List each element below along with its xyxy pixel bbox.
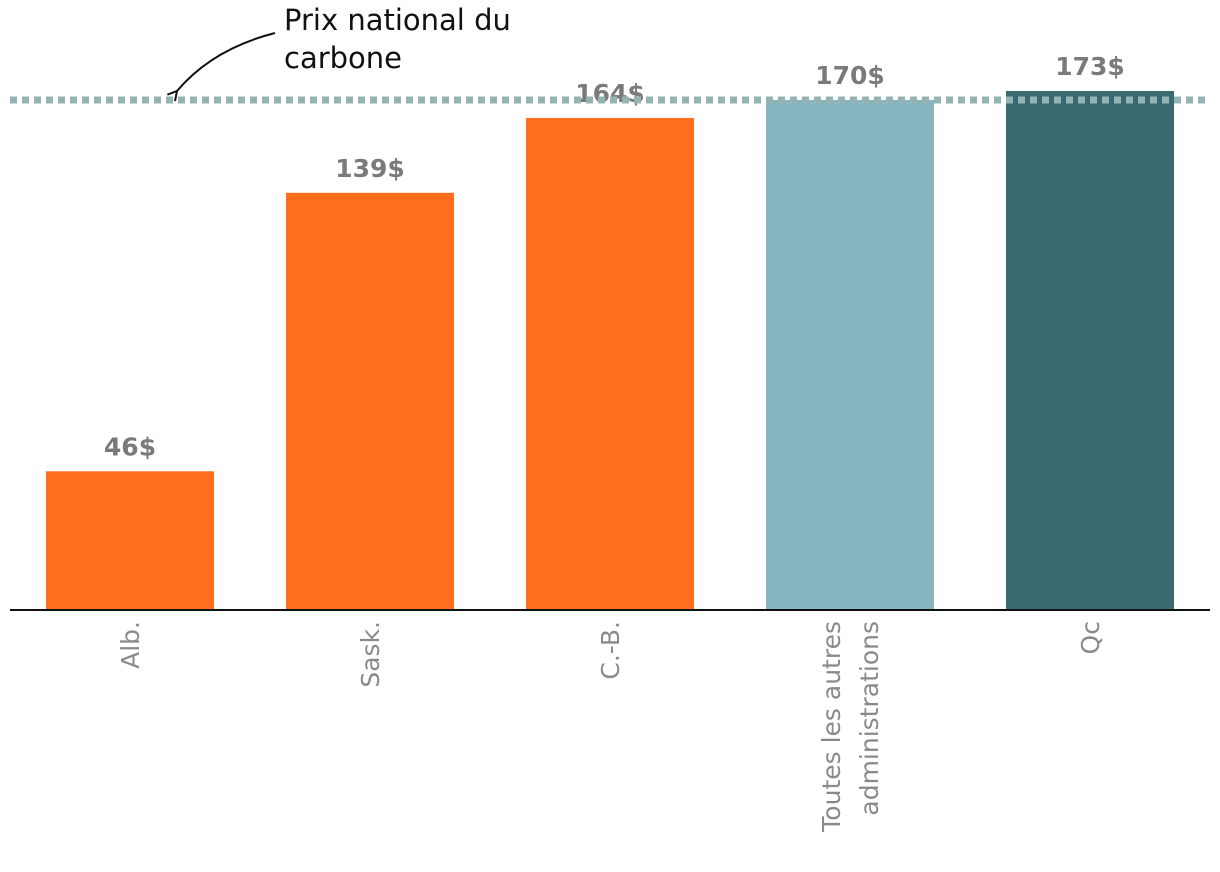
value-labels-group: 46$ 139$ 164$ 170$ 173$ (104, 52, 1125, 461)
value-label-0: 46$ (104, 432, 156, 461)
x-tick-label-4-line-0: Qc (1076, 621, 1105, 654)
value-label-3: 170$ (815, 61, 885, 90)
reference-annotation-group: Prix national du carbone (177, 3, 511, 91)
x-tick-label-2-line-0: C.-B. (596, 621, 625, 680)
value-label-2: 164$ (575, 79, 645, 108)
bars-group (46, 91, 1174, 610)
x-tick-label-3-line-1: administrations (855, 621, 884, 816)
annotation-arrow (177, 32, 276, 91)
bar-1 (286, 192, 454, 609)
x-tick-label-0: Alb. (116, 621, 145, 669)
x-tick-label-3-line-0: Toutes les autres (817, 621, 846, 833)
x-tick-label-1-line-0: Sask. (356, 621, 385, 688)
value-label-4: 173$ (1055, 52, 1125, 81)
x-tick-label-2: C.-B. (596, 621, 625, 680)
bar-4 (1006, 91, 1174, 609)
reference-annotation-line-0: Prix national du (284, 3, 511, 37)
bar-3 (766, 99, 934, 609)
x-tick-label-0-line-0: Alb. (116, 621, 145, 669)
bar-2 (526, 117, 694, 610)
value-label-1: 139$ (335, 154, 405, 183)
x-tick-label-3: Toutes les autres administrations (817, 621, 884, 833)
bar-0 (46, 471, 214, 609)
x-tick-label-1: Sask. (356, 621, 385, 688)
x-tick-labels-group: Alb. Sask. C.-B. Toutes les autres administr… (116, 621, 1105, 833)
reference-annotation-line-1: carbone (284, 41, 402, 75)
x-tick-label-4: Qc (1076, 621, 1105, 654)
